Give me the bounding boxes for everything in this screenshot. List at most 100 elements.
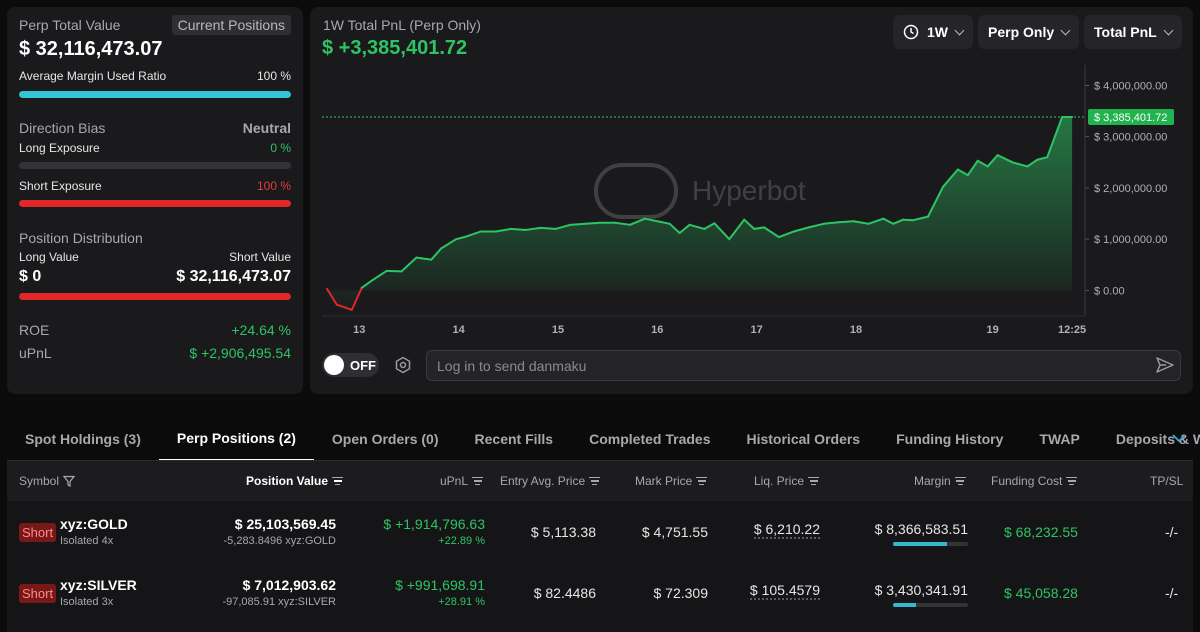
long-value-label: Long Value: [19, 250, 79, 264]
tab-historical-orders[interactable]: Historical Orders: [746, 431, 861, 447]
x-tick-label: 19: [986, 324, 998, 336]
pnl-line-segment: [1011, 161, 1029, 168]
tab-spot-holdings-3[interactable]: Spot Holdings (3): [25, 431, 141, 447]
header-margin[interactable]: Margin: [914, 474, 966, 488]
entry-price: $ 5,113.38: [530, 524, 596, 540]
pnl-line-segment: [1036, 156, 1049, 161]
tpsl-value[interactable]: -/-: [1165, 524, 1179, 540]
header-tpsl: TP/SL: [1150, 474, 1184, 488]
pnl-line-segment: [966, 159, 979, 177]
pnl-line-segment: [415, 256, 433, 261]
sort-icon[interactable]: [808, 475, 820, 488]
chevron-down-icon: [954, 25, 965, 35]
clock-icon: [903, 24, 919, 40]
avg-margin-value: 100 %: [256, 69, 291, 83]
sort-icon[interactable]: [472, 475, 484, 488]
pnl-line-segment: [703, 222, 716, 230]
pnl-line-segment: [584, 221, 602, 225]
pnl-line-segment: [325, 287, 338, 306]
y-tick-label: $ 0.00: [1094, 285, 1125, 297]
header-position-value[interactable]: Position Value: [246, 474, 344, 488]
margin-value: $ 3,430,341.91: [874, 582, 968, 598]
pnl-line-segment: [822, 221, 840, 225]
upnl-value: $ +2,906,495.54: [189, 345, 291, 361]
header-liq-price[interactable]: Liq. Price: [754, 474, 820, 488]
table-header: Symbol Position Value uPnL Entry Avg. Pr…: [7, 461, 1193, 501]
sort-icon[interactable]: [1066, 475, 1078, 488]
pnl-line-segment: [763, 226, 781, 239]
header-symbol[interactable]: Symbol: [19, 474, 76, 488]
header-funding-cost[interactable]: Funding Cost: [991, 474, 1078, 488]
chevron-down-icon[interactable]: [1171, 431, 1187, 445]
pnl-line-segment: [986, 154, 999, 168]
pnl-line-segment: [1046, 115, 1064, 159]
pnl-line-segment: [455, 235, 468, 241]
header-upnl[interactable]: uPnL: [440, 474, 484, 488]
position-size: -97,085.91 xyz:SILVER: [222, 596, 336, 608]
perp-total-value: $ 32,116,473.07: [19, 38, 163, 60]
settings-icon[interactable]: [394, 356, 412, 374]
pnl-line-segment: [643, 217, 661, 223]
table-row[interactable]: Short xyz:GOLD Isolated 4x $ 25,103,569.…: [7, 502, 1193, 562]
table-row[interactable]: Short xyz:SILVER Isolated 3x $ 7,012,903…: [7, 563, 1193, 623]
y-tick-label: $ 3,000,000.00: [1094, 132, 1167, 144]
current-positions-tag[interactable]: Current Positions: [171, 15, 291, 35]
danmaku-toggle[interactable]: OFF: [322, 353, 379, 377]
header-entry-price[interactable]: Entry Avg. Price: [500, 474, 601, 488]
position-value: $ 25,103,569.45: [234, 516, 336, 532]
position-value: $ 7,012,903.62: [242, 577, 336, 593]
chevron-down-icon: [1163, 25, 1174, 35]
tab-twap[interactable]: TWAP: [1039, 431, 1080, 447]
tab-funding-history[interactable]: Funding History: [896, 431, 1004, 447]
pnl-area: [326, 116, 1073, 310]
pnl-line-segment: [509, 227, 527, 231]
margin-value: $ 8,366,583.51: [874, 521, 968, 537]
funding-cost: $ 45,058.28: [1004, 585, 1078, 601]
pnl-line-segment: [778, 230, 795, 239]
toggle-knob: [324, 355, 344, 375]
send-icon[interactable]: [1155, 355, 1175, 375]
liq-price: $ 6,210.22: [753, 521, 820, 539]
pnl-line-segment: [350, 286, 363, 311]
upnl-label: uPnL: [19, 345, 52, 361]
x-tick-label: 15: [552, 324, 564, 336]
tab-recent-fills[interactable]: Recent Fills: [474, 431, 554, 447]
roe-value: +24.64 %: [231, 322, 291, 338]
x-tick-label: 16: [651, 324, 663, 336]
pnl-line-segment: [554, 223, 572, 230]
pnl-line-segment: [370, 269, 388, 282]
sort-icon[interactable]: [589, 475, 601, 488]
tab-perp-positions-2[interactable]: Perp Positions (2): [158, 417, 314, 461]
scope-value: Perp Only: [988, 24, 1055, 40]
pnl-line-segment: [837, 220, 855, 224]
tab-open-orders-0[interactable]: Open Orders (0): [331, 431, 439, 447]
danmaku-input[interactable]: [426, 350, 1181, 381]
pnl-chart-panel: Hyperbot $ 4,000,000.00 $ 3,000,000.00 $ 2…: [310, 7, 1193, 394]
filter-icon[interactable]: [63, 475, 76, 487]
timeframe-value: 1W: [927, 24, 948, 40]
header-mark-price[interactable]: Mark Price: [635, 474, 708, 488]
short-value-label: Short Value: [229, 250, 291, 264]
sort-icon[interactable]: [954, 475, 966, 488]
x-tick-label: 14: [452, 324, 465, 336]
roe-label: ROE: [19, 322, 50, 338]
pnl-line-segment: [743, 218, 756, 230]
symbol-name[interactable]: xyz:SILVER: [60, 577, 137, 593]
sort-icon[interactable]: [696, 475, 708, 488]
timeframe-dropdown[interactable]: 1W: [893, 15, 973, 49]
sort-icon[interactable]: [332, 475, 344, 488]
pnl-line-segment: [688, 223, 706, 230]
pnl-line-segment: [792, 226, 810, 233]
tpsl-value[interactable]: -/-: [1165, 585, 1179, 601]
direction-bias-value: Neutral: [242, 120, 291, 136]
position-tabs: Spot Holdings (3) Perp Positions (2) Open …: [7, 417, 1200, 461]
scope-dropdown[interactable]: Perp Only: [978, 15, 1080, 49]
symbol-name[interactable]: xyz:GOLD: [60, 516, 128, 532]
tab-completed-trades[interactable]: Completed Trades: [589, 431, 711, 447]
toggle-label: OFF: [350, 357, 376, 373]
upnl-percent: +28.91 %: [438, 596, 485, 608]
metric-dropdown[interactable]: Total PnL: [1084, 15, 1182, 49]
pnl-line-segment: [882, 217, 895, 225]
direction-bias-label: Direction Bias: [19, 120, 106, 136]
tab-deposits-withdraw[interactable]: Deposits & Withdraw: [1115, 431, 1200, 447]
